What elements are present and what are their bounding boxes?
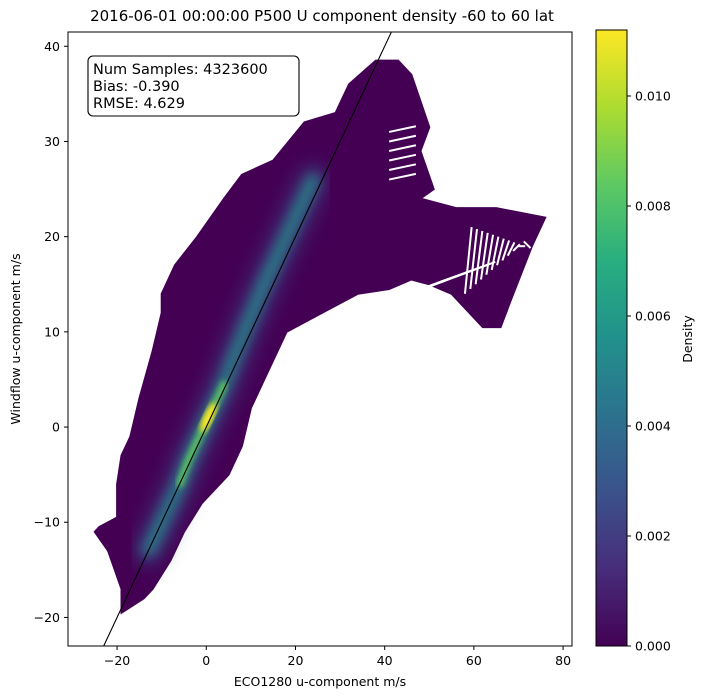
stripe-gap (523, 240, 532, 249)
x-axis-ticks: −20 0 20 40 60 80 (104, 646, 571, 668)
colorbar-tick-label: 0.004 (635, 419, 671, 434)
y-tick-label: −20 (34, 610, 60, 625)
stripe-gap (388, 163, 417, 172)
identity-reference-line (103, 32, 392, 646)
sparse-stripe-gaps (344, 125, 532, 319)
y-axis-label: Windflow u-component m/s (8, 253, 23, 424)
colorbar-tick-label: 0.000 (635, 639, 671, 654)
colorbar-tick-label: 0.008 (635, 199, 671, 214)
colorbar-label: Density (680, 315, 695, 363)
y-tick-label: 10 (44, 324, 60, 339)
stripe-gap (485, 234, 495, 275)
colorbar-tick-label: 0.002 (635, 529, 671, 544)
stripe-gap (480, 232, 489, 280)
stats-line-samples: Num Samples: 4323600 (93, 62, 268, 78)
x-tick-label: 60 (466, 653, 482, 668)
stripe-gap (506, 241, 516, 257)
colorbar-gradient (595, 29, 628, 647)
colorbar-ticks: 0.000 0.002 0.004 0.006 0.008 0.010 (627, 89, 671, 654)
density-point-cloud (93, 59, 547, 615)
stripe-gap (474, 230, 484, 285)
plot-area (93, 32, 547, 646)
stripe-gap (501, 240, 511, 261)
x-tick-label: 40 (377, 653, 393, 668)
y-tick-label: 40 (44, 39, 60, 54)
y-axis-ticks: −20 −10 0 10 20 30 40 (34, 39, 68, 625)
plot-frame (67, 31, 573, 647)
y-tick-label: 20 (44, 229, 60, 244)
stripe-gap (388, 153, 417, 162)
x-tick-label: 80 (555, 653, 571, 668)
colorbar-tick-label: 0.006 (635, 309, 671, 324)
stats-box: Num Samples: 4323600 Bias: -0.390 RMSE: … (87, 55, 300, 117)
x-tick-label: 0 (202, 653, 210, 668)
stripe-gap (388, 125, 417, 133)
stripe-gap (388, 172, 417, 181)
stats-line-bias: Bias: -0.390 (93, 79, 180, 95)
density-peak (200, 402, 217, 433)
stats-box-frame (87, 55, 300, 117)
stripe-gap (469, 228, 478, 290)
x-tick-label: −20 (104, 653, 130, 668)
x-tick-label: 20 (288, 653, 304, 668)
stripe-gap (388, 134, 417, 143)
stripe-gap (490, 236, 500, 271)
colorbar-tick-label: 0.010 (635, 89, 671, 104)
y-tick-label: 30 (44, 134, 60, 149)
chart-title: 2016-06-01 00:00:00 P500 U component den… (90, 7, 554, 25)
stripe-gap (388, 144, 417, 152)
x-axis-label: ECO1280 u-component m/s (234, 674, 406, 689)
y-tick-label: −10 (34, 515, 60, 530)
stats-line-rmse: RMSE: 4.629 (93, 96, 185, 112)
stripe-gap (496, 238, 505, 266)
stripe-gap (463, 227, 473, 294)
colorbar: 0.000 0.002 0.004 0.006 0.008 0.010 Density (595, 29, 695, 654)
y-tick-label: 0 (52, 420, 60, 435)
